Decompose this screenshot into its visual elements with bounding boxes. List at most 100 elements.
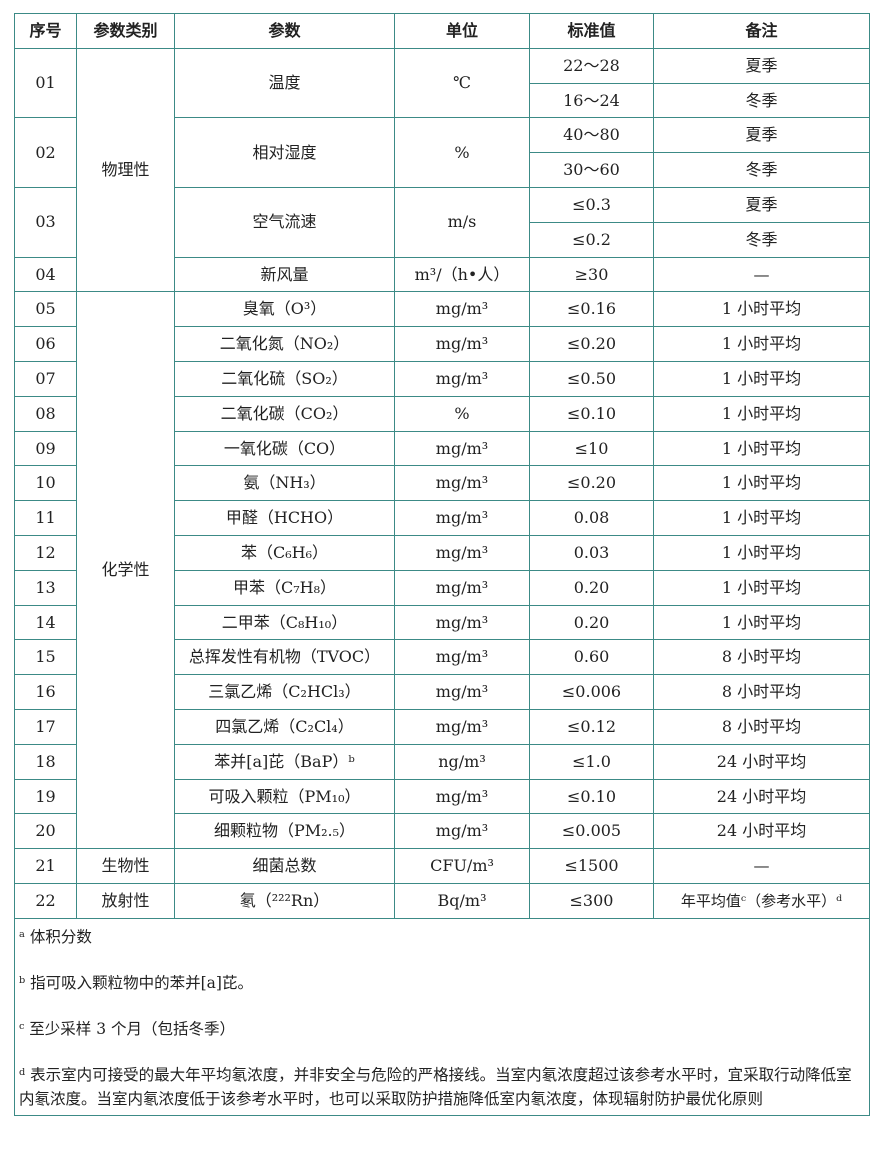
table-row: 14 二甲苯（C₈H₁₀） mg/m³ 0.20 1 小时平均 [14, 604, 870, 641]
table-header-row: 序号 参数类别 参数 单位 标准值 备注 [14, 13, 870, 49]
row-value: ≤0.12 [529, 708, 654, 745]
row-value: ≤1.0 [529, 743, 654, 780]
row-param: 空气流速 [174, 186, 395, 258]
row-note: 1 小时平均 [653, 430, 870, 467]
row-param: 氨（NH₃） [174, 465, 395, 502]
row-note: 1 小时平均 [653, 395, 870, 432]
row-note: 冬季 [653, 82, 870, 119]
table-row: 20 细颗粒物（PM₂.₅） mg/m³ ≤0.005 24 小时平均 [14, 813, 870, 850]
row-note: 1 小时平均 [653, 465, 870, 502]
table-row: 05 化学性 臭氧（O³） mg/m³ ≤0.16 1 小时平均 [14, 291, 870, 850]
row-no: 05 [14, 291, 77, 328]
row-note: 1 小时平均 [653, 291, 870, 328]
row-unit: mg/m³ [394, 326, 530, 362]
table-row: 07 二氧化硫（SO₂） mg/m³ ≤0.50 1 小时平均 [14, 360, 870, 397]
row-note: 年平均值ᶜ（参考水平）ᵈ [653, 882, 870, 919]
row-note: 1 小时平均 [653, 534, 870, 571]
row-param: 甲苯（C₇H₈） [174, 569, 395, 606]
category-radioactive: 放射性 [76, 882, 175, 919]
row-unit: mg/m³ [394, 534, 530, 571]
row-no: 20 [14, 813, 77, 850]
row-param: 苯（C₆H₆） [174, 534, 395, 571]
row-value: ≤0.005 [529, 813, 654, 850]
row-no: 22 [14, 882, 77, 919]
row-note: 夏季 [653, 47, 870, 84]
row-unit: mg/m³ [394, 291, 530, 328]
row-unit: mg/m³ [394, 604, 530, 641]
row-value: 22～28 [529, 47, 654, 84]
row-no: 02 [14, 117, 77, 188]
table-row: 01 物理性 温度 ℃ 22～28 夏季 [14, 47, 870, 293]
footnote-d: ᵈ 表示室内可接受的最大年平均氡浓度，并非安全与危险的严格接线。当室内氡浓度超过… [19, 1065, 852, 1108]
row-param: 细菌总数 [174, 848, 395, 884]
row-no: 12 [14, 534, 77, 571]
row-note: 夏季 [653, 186, 870, 223]
row-no: 21 [14, 848, 77, 884]
row-value: 0.03 [529, 534, 654, 571]
row-unit: mg/m³ [394, 639, 530, 676]
row-param: 新风量 [174, 256, 395, 293]
row-unit: mg/m³ [394, 430, 530, 467]
row-unit: m/s [394, 186, 530, 258]
category-chemical: 化学性 [76, 291, 175, 850]
row-note: 1 小时平均 [653, 360, 870, 397]
row-value: ≤0.20 [529, 465, 654, 502]
header-standard-value: 标准值 [529, 13, 654, 49]
row-param: 一氧化碳（CO） [174, 430, 395, 467]
row-no: 10 [14, 465, 77, 502]
row-value: ≤0.2 [529, 221, 654, 258]
row-note: 冬季 [653, 221, 870, 258]
row-param: 温度 [174, 47, 395, 119]
row-no: 01 [14, 47, 77, 119]
row-no: 19 [14, 778, 77, 815]
row-unit: mg/m³ [394, 500, 530, 536]
footnote-a: ᵃ 体积分数 [19, 927, 92, 946]
table-row: 06 二氧化氮（NO₂） mg/m³ ≤0.20 1 小时平均 [14, 326, 870, 362]
row-no: 11 [14, 500, 77, 536]
table-row: 21 生物性 细菌总数 CFU/m³ ≤1500 — [14, 848, 870, 884]
row-value: 30～60 [529, 152, 654, 188]
row-param: 总挥发性有机物（TVOC） [174, 639, 395, 676]
row-value: ≤0.3 [529, 186, 654, 223]
row-unit: m³/（h•人） [394, 256, 530, 293]
table-row: 03 空气流速 m/s ≤0.3 夏季 [14, 186, 870, 258]
row-unit: CFU/m³ [394, 848, 530, 884]
table-row: 16～24 冬季 [15, 82, 870, 119]
header-no: 序号 [14, 13, 77, 49]
row-no: 16 [14, 674, 77, 710]
row-note: 夏季 [653, 117, 870, 154]
row-note: 24 小时平均 [653, 778, 870, 815]
table-row: 13 甲苯（C₇H₈） mg/m³ 0.20 1 小时平均 [14, 569, 870, 606]
indoor-air-quality-table: 序号 参数类别 参数 单位 标准值 备注 01 物理性 温度 ℃ 22～28 夏… [14, 13, 870, 1116]
standards-table-container: 序号 参数类别 参数 单位 标准值 备注 01 物理性 温度 ℃ 22～28 夏… [14, 13, 870, 1116]
row-no: 15 [14, 639, 77, 676]
row-param: 可吸入颗粒（PM₁₀） [174, 778, 395, 815]
row-unit: % [394, 117, 530, 188]
table-row: 11 甲醛（HCHO） mg/m³ 0.08 1 小时平均 [14, 500, 870, 536]
row-param: 二甲苯（C₈H₁₀） [174, 604, 395, 641]
footnote-c: ᶜ 至少采样 3 个月（包括冬季） [19, 1019, 236, 1038]
row-unit: mg/m³ [394, 674, 530, 710]
row-value: 0.20 [529, 569, 654, 606]
row-note: 冬季 [653, 152, 870, 188]
table-row: ≤0.2 冬季 [15, 221, 870, 258]
row-no: 08 [14, 395, 77, 432]
row-value: 16～24 [529, 82, 654, 119]
row-param: 二氧化硫（SO₂） [174, 360, 395, 397]
table-row: 08 二氧化碳（CO₂） % ≤0.10 1 小时平均 [14, 395, 870, 432]
header-unit: 单位 [394, 13, 530, 49]
row-value: ≤1500 [529, 848, 654, 884]
row-unit: Bq/m³ [394, 882, 530, 919]
row-value: 0.20 [529, 604, 654, 641]
table-row: 18 苯并[a]芘（BaP）ᵇ ng/m³ ≤1.0 24 小时平均 [14, 743, 870, 780]
row-param: 臭氧（O³） [174, 291, 395, 328]
header-remark: 备注 [653, 13, 870, 49]
row-value: ≥30 [529, 256, 654, 293]
row-note: — [653, 256, 870, 293]
row-unit: mg/m³ [394, 569, 530, 606]
row-note: 1 小时平均 [653, 604, 870, 641]
row-unit: mg/m³ [394, 360, 530, 397]
row-unit: ng/m³ [394, 743, 530, 780]
table-row: 02 相对湿度 % 40～80 夏季 [14, 117, 870, 188]
row-param: 四氯乙烯（C₂Cl₄） [174, 708, 395, 745]
